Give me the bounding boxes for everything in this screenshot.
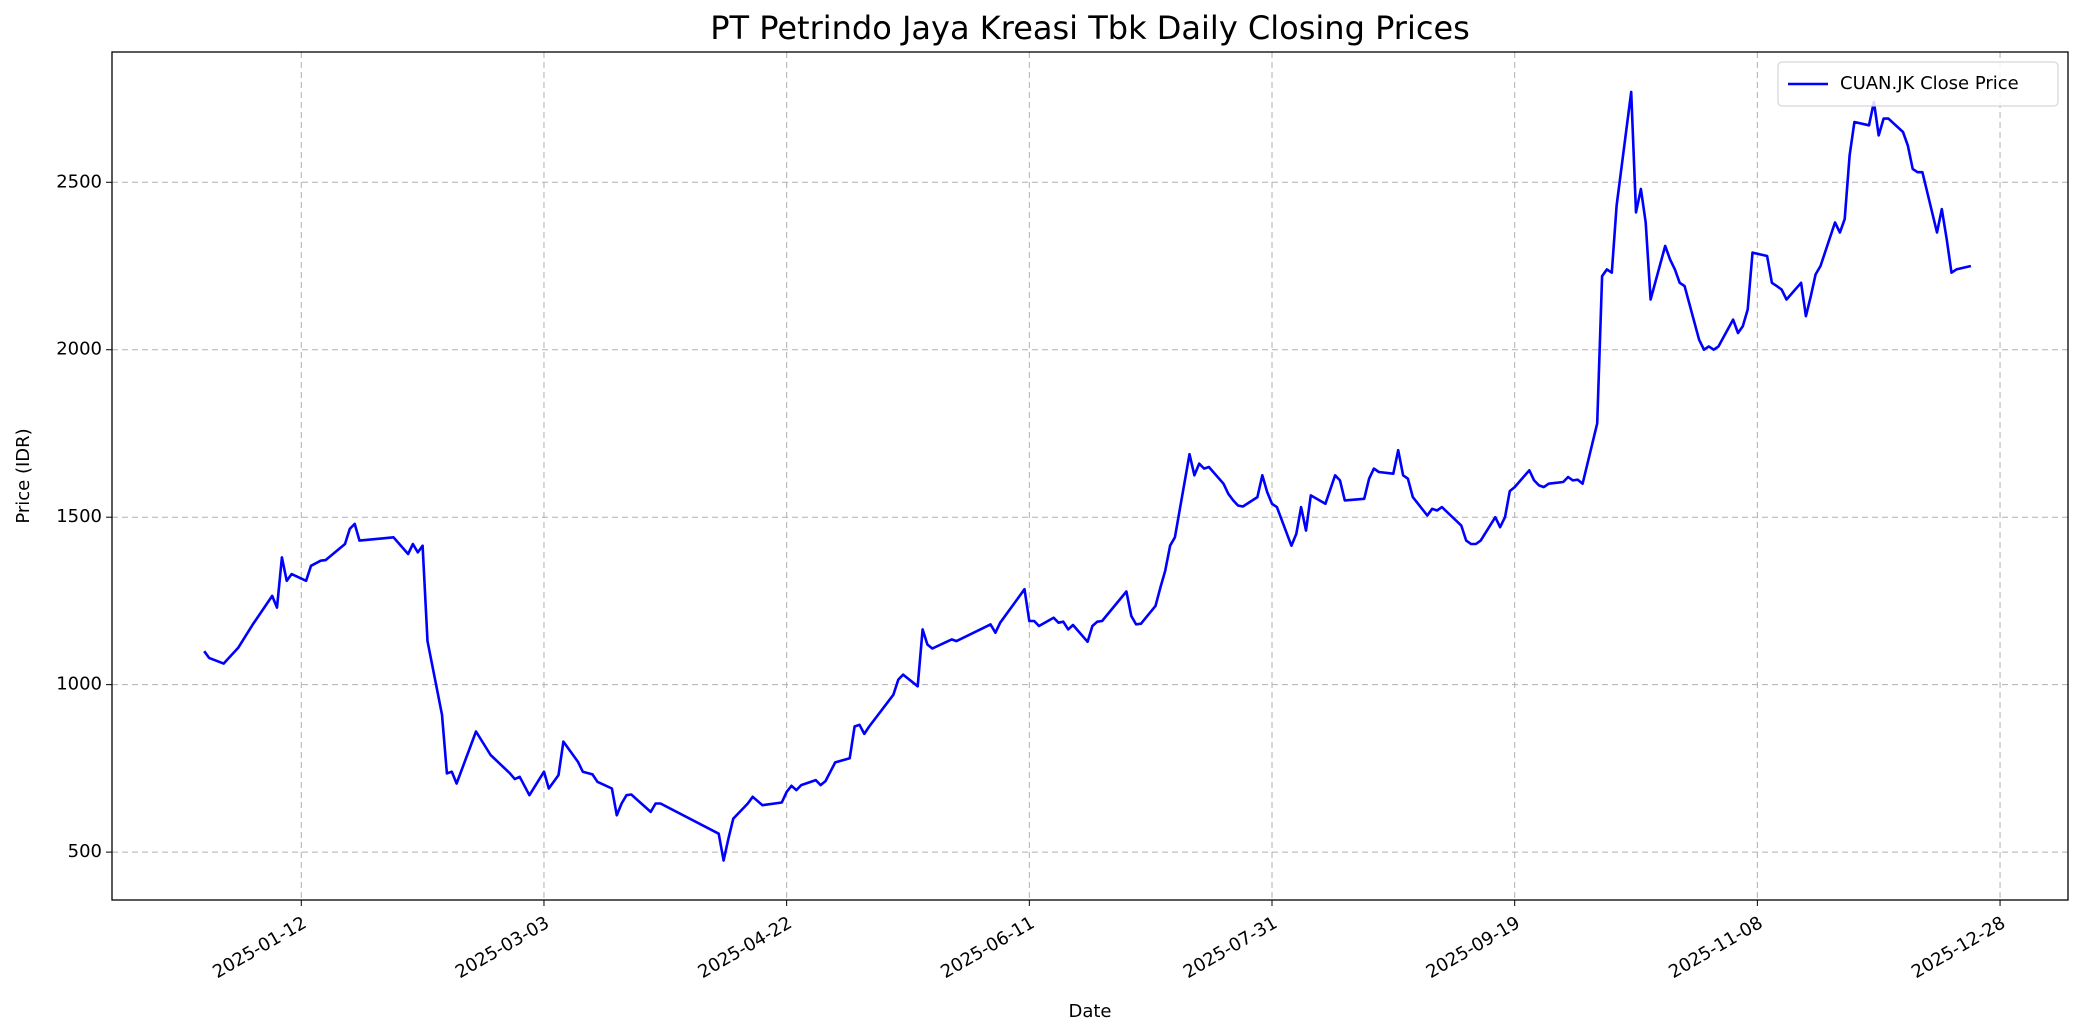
y-tick-label: 500 [68, 841, 102, 862]
y-axis-label: Price (IDR) [13, 428, 34, 523]
x-axis-label: Date [1068, 1001, 1111, 1022]
y-tick-label: 1000 [56, 674, 102, 695]
x-tick-label: 2025-07-31 [1180, 912, 1281, 982]
price-line [203, 90, 1972, 862]
legend-box [1777, 61, 2059, 107]
x-tick-label: 2025-06-11 [937, 912, 1038, 982]
x-tick-label: 2025-11-08 [1665, 912, 1766, 982]
y-tick-label: 2000 [56, 339, 102, 360]
y-tick-label: 2500 [56, 171, 102, 192]
x-tick-label: 2025-04-22 [695, 912, 796, 982]
plot-frame [111, 51, 2069, 901]
y-tick-label: 1500 [56, 506, 102, 527]
legend-label: CUAN.JK Close Price [1840, 73, 2019, 94]
x-tick-label: 2025-09-19 [1423, 912, 1524, 982]
chart-title: PT Petrindo Jaya Kreasi Tbk Daily Closin… [710, 9, 1470, 47]
x-tick-label: 2025-03-03 [452, 912, 553, 982]
legend: CUAN.JK Close Price [1777, 61, 2059, 107]
x-tick-label: 2025-12-28 [1908, 912, 2009, 982]
x-tick-label: 2025-01-12 [209, 912, 310, 982]
